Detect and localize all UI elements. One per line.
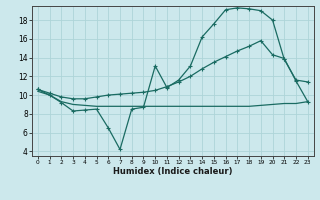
X-axis label: Humidex (Indice chaleur): Humidex (Indice chaleur)	[113, 167, 233, 176]
